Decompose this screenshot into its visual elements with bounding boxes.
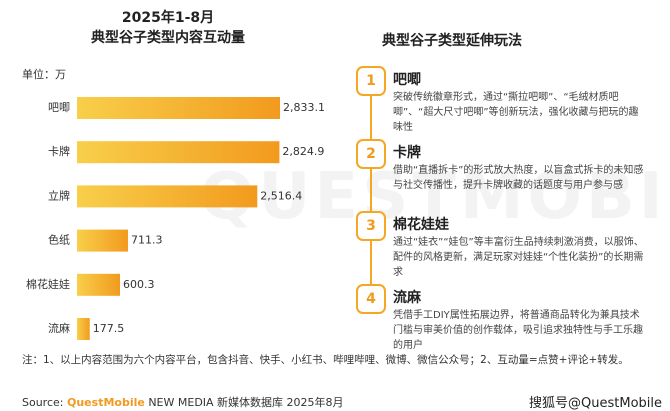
y-tick-label: 棉花娃娃 <box>26 277 70 291</box>
item-number: 3 <box>356 211 386 241</box>
bar <box>77 97 280 119</box>
source-label: Source: <box>22 396 64 409</box>
bar <box>77 318 90 340</box>
value-label: 600.3 <box>123 278 155 291</box>
value-label: 711.3 <box>131 234 163 247</box>
unit-label: 单位：万 <box>22 67 66 81</box>
item-text: 凭借手工DIY属性拓展边界，将普通商品转化为兼具技术门槛与审美价值的创作载体，吸… <box>393 310 643 351</box>
chart: 2025年1-8月 典型谷子类型内容互动量 单位：万 吧唧 2,833.1 卡牌 2,… <box>22 9 325 340</box>
value-label: 177.5 <box>93 322 125 335</box>
y-tick-label: 色纸 <box>48 233 70 247</box>
source: Source: QuestMobile NEW MEDIA 新媒体数据库 202… <box>22 394 344 410</box>
item-title: 吧唧 <box>393 72 421 88</box>
watermark: 搜狐号@QuestMobile <box>529 396 662 411</box>
item-number: 2 <box>356 139 386 169</box>
item-title: 棉花娃娃 <box>393 217 449 233</box>
y-tick-label: 卡牌 <box>48 144 70 158</box>
item-text: 借助“直播拆卡”的形式放大热度，以盲盒式拆卡的未知感与社交传播性，提升卡牌收藏的… <box>393 165 644 191</box>
bar <box>77 273 121 296</box>
chart-title: 2025年1-8月 <box>122 9 214 26</box>
value-label: 2,516.4 <box>260 189 302 202</box>
item-number: 1 <box>356 66 386 96</box>
item-text: 突破传统徽章形式，通过“撕拉吧唧”、“毛绒材质吧唧”、“超大尺寸吧唧”等创新玩法… <box>393 92 639 133</box>
y-tick-label: 立牌 <box>48 188 70 202</box>
timeline <box>370 80 372 295</box>
bar <box>77 141 280 164</box>
y-tick-label: 吧唧 <box>48 101 70 114</box>
source-text: NEW MEDIA 新媒体数据库 2025年8月 <box>148 396 344 409</box>
value-label: 2,824.9 <box>282 145 324 158</box>
value-label: 2,833.1 <box>283 101 325 114</box>
panel-title: 典型谷子类型延伸玩法 <box>382 33 522 49</box>
item-number: 4 <box>356 284 386 314</box>
item-text: 通过“娃衣”“娃包”等丰富衍生品持续刺激消费，以服饰、配件的风格更新，满足玩家对… <box>393 237 644 278</box>
background-watermark: QUESTMOBILE <box>200 160 670 234</box>
y-tick-label: 流麻 <box>48 321 70 335</box>
bar <box>77 229 128 252</box>
item-title: 卡牌 <box>393 145 421 161</box>
bar <box>77 185 258 208</box>
item-title: 流麻 <box>393 290 421 306</box>
source-brand: QuestMobile <box>67 396 145 409</box>
note: 注：1、以上内容范围为六个内容平台，包含抖音、快手、小红书、哔哩哔哩、微博、微信… <box>22 354 629 366</box>
chart-title: 典型谷子类型内容互动量 <box>91 29 245 46</box>
